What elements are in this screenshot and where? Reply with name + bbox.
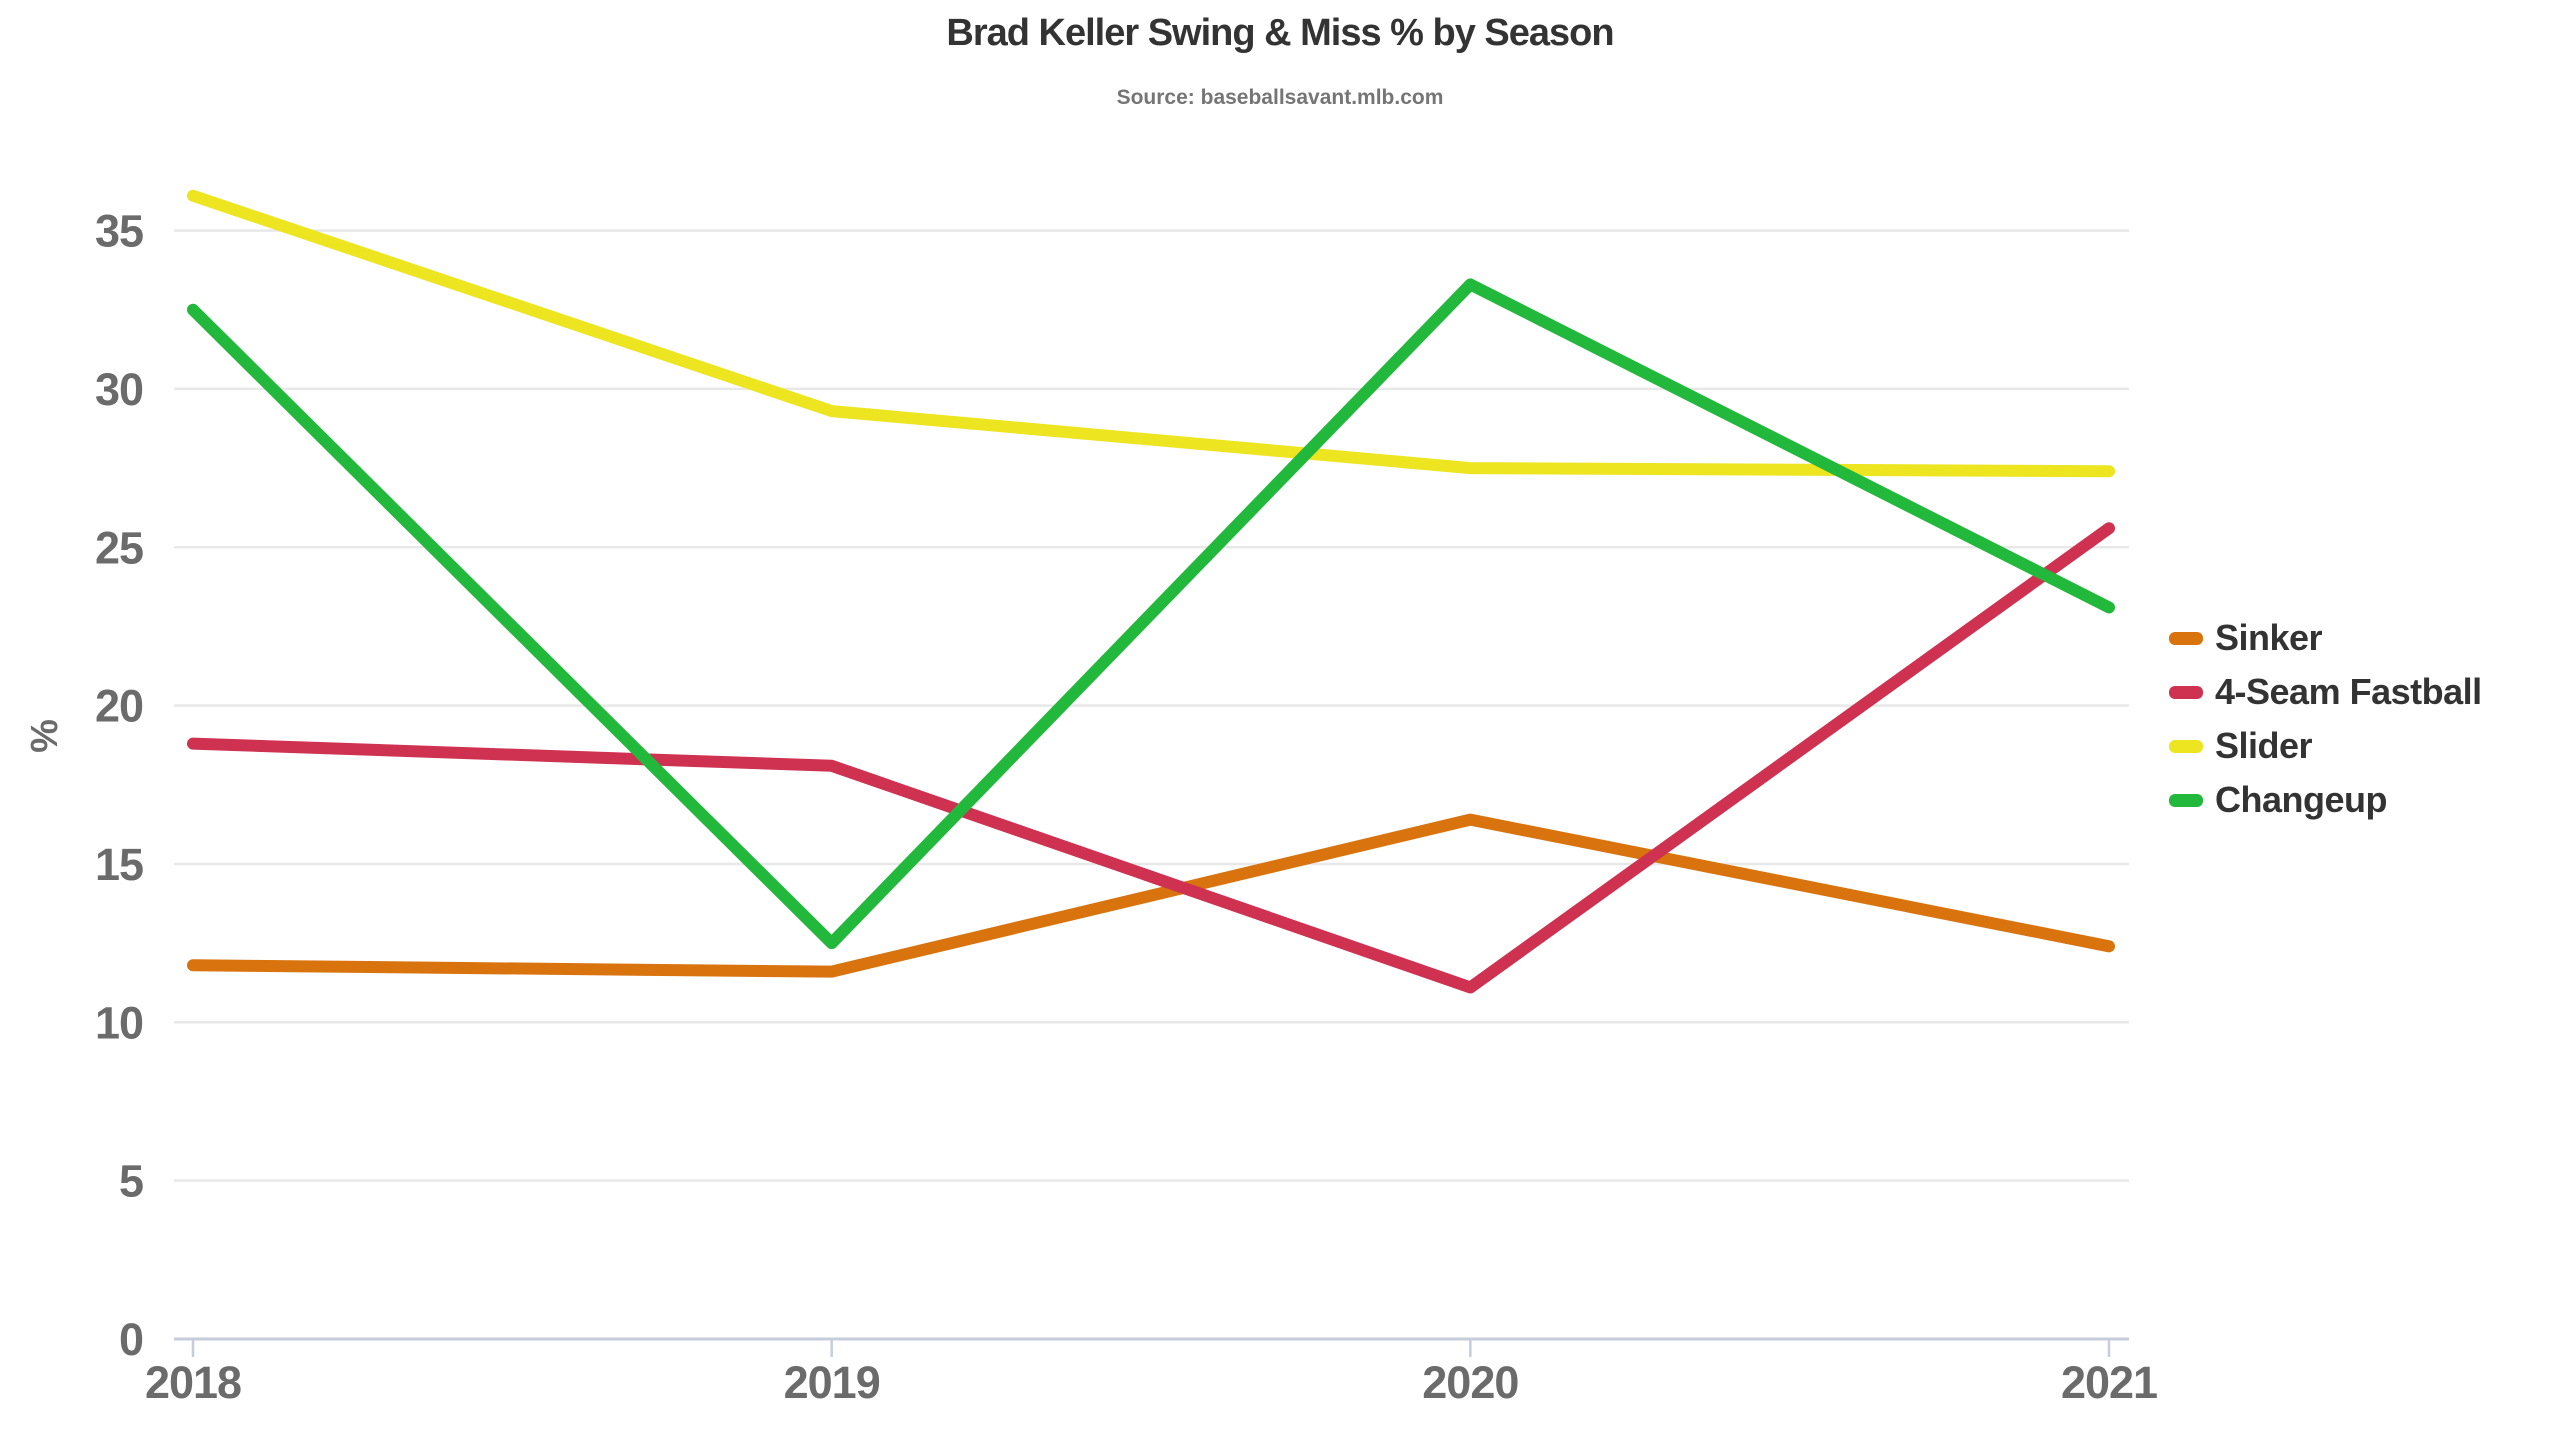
- y-axis-title: %: [24, 719, 66, 753]
- legend-label-slider: Slider: [2215, 725, 2313, 766]
- legend-item-changeup: Changeup: [2169, 773, 2482, 827]
- legend-item-sinker: Sinker: [2169, 611, 2482, 665]
- series-line-changeup: [187, 278, 2116, 950]
- y-tick-label-20: 20: [95, 681, 143, 732]
- legend-swatch-4-seam-fastball: [2169, 685, 2203, 699]
- legend-swatch-sinker: [2169, 631, 2203, 645]
- legend-item-4-seam-fastball: 4-Seam Fastball: [2169, 665, 2482, 719]
- y-tick-label-10: 10: [95, 997, 143, 1048]
- legend-swatch-slider: [2169, 739, 2203, 753]
- chart-title: Brad Keller Swing & Miss % by Season: [946, 12, 1614, 54]
- y-tick-label-5: 5: [119, 1156, 143, 1207]
- chart-source: Source: baseballsavant.mlb.com: [1116, 86, 1444, 109]
- legend: Sinker 4-Seam Fastball Slider Changeup: [2169, 611, 2482, 827]
- x-tick-label-2021: 2021: [2061, 1357, 2157, 1408]
- y-tick-label-15: 15: [95, 839, 143, 890]
- x-tick-label-2020: 2020: [1422, 1357, 1518, 1408]
- legend-label-changeup: Changeup: [2215, 779, 2388, 820]
- y-tick-label-25: 25: [95, 522, 143, 573]
- legend-label-4-seam-fastball: 4-Seam Fastball: [2215, 671, 2482, 712]
- x-tick-label-2019: 2019: [784, 1357, 880, 1408]
- y-tick-label-0: 0: [119, 1314, 143, 1365]
- y-tick-label-35: 35: [95, 206, 143, 257]
- legend-swatch-changeup: [2169, 793, 2203, 807]
- x-tick-label-2018: 2018: [145, 1357, 241, 1408]
- series-line-4-seam-fastball: [187, 522, 2116, 994]
- legend-item-slider: Slider: [2169, 719, 2482, 773]
- legend-label-sinker: Sinker: [2215, 617, 2323, 658]
- series-line-slider: [187, 189, 2116, 478]
- series-line-sinker: [187, 813, 2116, 978]
- y-tick-label-30: 30: [95, 364, 143, 415]
